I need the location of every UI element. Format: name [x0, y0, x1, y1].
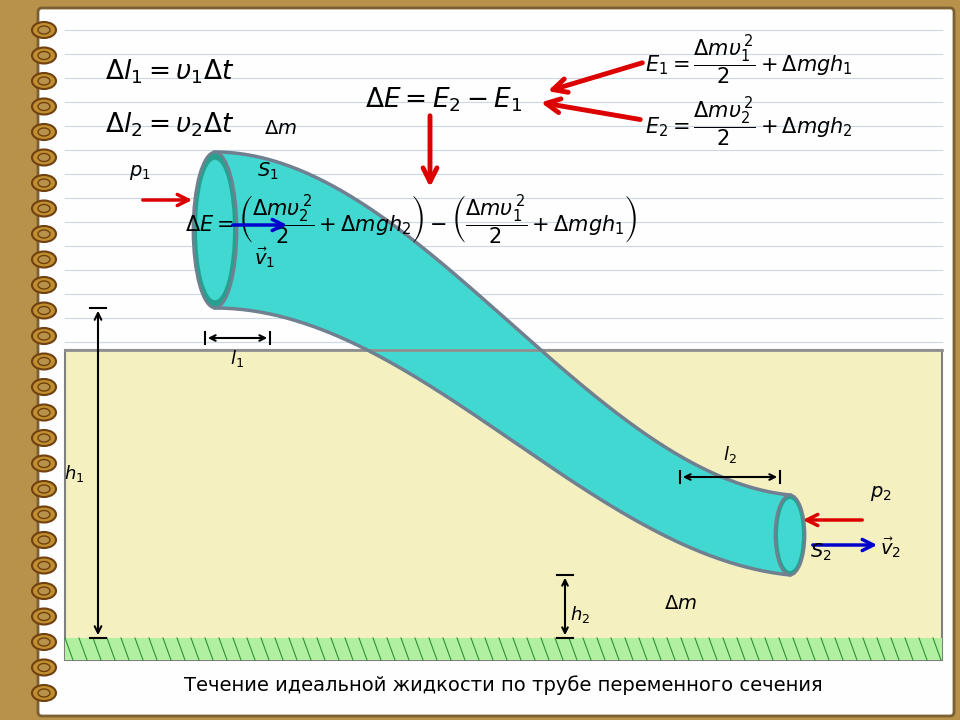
Text: $p_2$: $p_2$ — [870, 484, 892, 503]
Ellipse shape — [38, 307, 50, 315]
Ellipse shape — [38, 383, 50, 391]
Text: $\Delta m$: $\Delta m$ — [663, 595, 697, 613]
Ellipse shape — [32, 660, 56, 675]
Ellipse shape — [38, 77, 50, 85]
FancyBboxPatch shape — [38, 8, 954, 716]
Text: $\Delta E = \left(\dfrac{\Delta m\upsilon_2^{\,2}}{2} + \Delta m g h_2\right) - : $\Delta E = \left(\dfrac{\Delta m\upsilo… — [185, 193, 637, 247]
Text: Течение идеальной жидкости по трубе переменного сечения: Течение идеальной жидкости по трубе пере… — [183, 675, 823, 695]
Ellipse shape — [38, 128, 50, 136]
Ellipse shape — [32, 608, 56, 624]
Text: $h_2$: $h_2$ — [570, 604, 590, 625]
Text: $l_1$: $l_1$ — [230, 348, 244, 369]
Ellipse shape — [32, 379, 56, 395]
Text: $l_2$: $l_2$ — [723, 444, 737, 465]
Ellipse shape — [38, 358, 50, 366]
Ellipse shape — [32, 532, 56, 548]
Ellipse shape — [32, 226, 56, 242]
Ellipse shape — [38, 52, 50, 60]
Ellipse shape — [32, 150, 56, 166]
Text: $\Delta l_1 = \upsilon_1 \Delta t$: $\Delta l_1 = \upsilon_1 \Delta t$ — [105, 58, 234, 86]
Ellipse shape — [38, 26, 50, 34]
Ellipse shape — [32, 328, 56, 344]
Ellipse shape — [38, 102, 50, 110]
Ellipse shape — [38, 510, 50, 518]
Ellipse shape — [32, 22, 56, 38]
Ellipse shape — [38, 408, 50, 416]
Ellipse shape — [38, 536, 50, 544]
Ellipse shape — [32, 481, 56, 497]
Ellipse shape — [32, 506, 56, 523]
Ellipse shape — [32, 73, 56, 89]
Ellipse shape — [32, 277, 56, 293]
Ellipse shape — [32, 251, 56, 268]
Ellipse shape — [38, 689, 50, 697]
Ellipse shape — [38, 179, 50, 187]
Text: $h_1$: $h_1$ — [63, 462, 84, 484]
Ellipse shape — [32, 124, 56, 140]
Ellipse shape — [38, 230, 50, 238]
Text: $E_1 = \dfrac{\Delta m\upsilon_1^{\,2}}{2} + \Delta m g h_1$: $E_1 = \dfrac{\Delta m\upsilon_1^{\,2}}{… — [645, 33, 852, 87]
Ellipse shape — [32, 583, 56, 599]
Bar — [65, 350, 942, 660]
Ellipse shape — [197, 160, 233, 300]
Ellipse shape — [32, 354, 56, 369]
Text: $\Delta m$: $\Delta m$ — [263, 120, 297, 138]
Ellipse shape — [38, 459, 50, 467]
Ellipse shape — [38, 434, 50, 442]
Ellipse shape — [32, 685, 56, 701]
Ellipse shape — [32, 430, 56, 446]
Ellipse shape — [32, 200, 56, 217]
Text: $E_2 = \dfrac{\Delta m\upsilon_2^{\,2}}{2} + \Delta m g h_2$: $E_2 = \dfrac{\Delta m\upsilon_2^{\,2}}{… — [645, 95, 852, 149]
Ellipse shape — [32, 175, 56, 191]
Ellipse shape — [38, 638, 50, 646]
Ellipse shape — [32, 405, 56, 420]
Ellipse shape — [32, 634, 56, 650]
Text: $\Delta E = E_2 - E_1$: $\Delta E = E_2 - E_1$ — [365, 86, 522, 114]
Ellipse shape — [32, 302, 56, 318]
Ellipse shape — [775, 495, 805, 575]
Ellipse shape — [38, 256, 50, 264]
Ellipse shape — [38, 613, 50, 621]
Text: $\vec{v}_2$: $\vec{v}_2$ — [880, 536, 901, 560]
Ellipse shape — [38, 281, 50, 289]
Ellipse shape — [38, 562, 50, 570]
Text: $S_1$: $S_1$ — [257, 161, 278, 182]
Text: $\Delta l_2 = \upsilon_2 \Delta t$: $\Delta l_2 = \upsilon_2 \Delta t$ — [105, 111, 234, 139]
Bar — [65, 638, 942, 660]
Ellipse shape — [778, 499, 802, 571]
Ellipse shape — [32, 456, 56, 472]
Ellipse shape — [38, 587, 50, 595]
Ellipse shape — [32, 99, 56, 114]
Text: $\vec{v}_1$: $\vec{v}_1$ — [254, 245, 276, 269]
Ellipse shape — [38, 153, 50, 161]
Text: $S_2$: $S_2$ — [810, 541, 831, 563]
Ellipse shape — [38, 204, 50, 212]
Ellipse shape — [32, 48, 56, 63]
Ellipse shape — [32, 557, 56, 574]
Text: $p_1$: $p_1$ — [129, 163, 151, 182]
Ellipse shape — [193, 152, 237, 308]
Ellipse shape — [38, 664, 50, 672]
Polygon shape — [215, 152, 790, 575]
Ellipse shape — [38, 485, 50, 493]
Ellipse shape — [38, 332, 50, 340]
